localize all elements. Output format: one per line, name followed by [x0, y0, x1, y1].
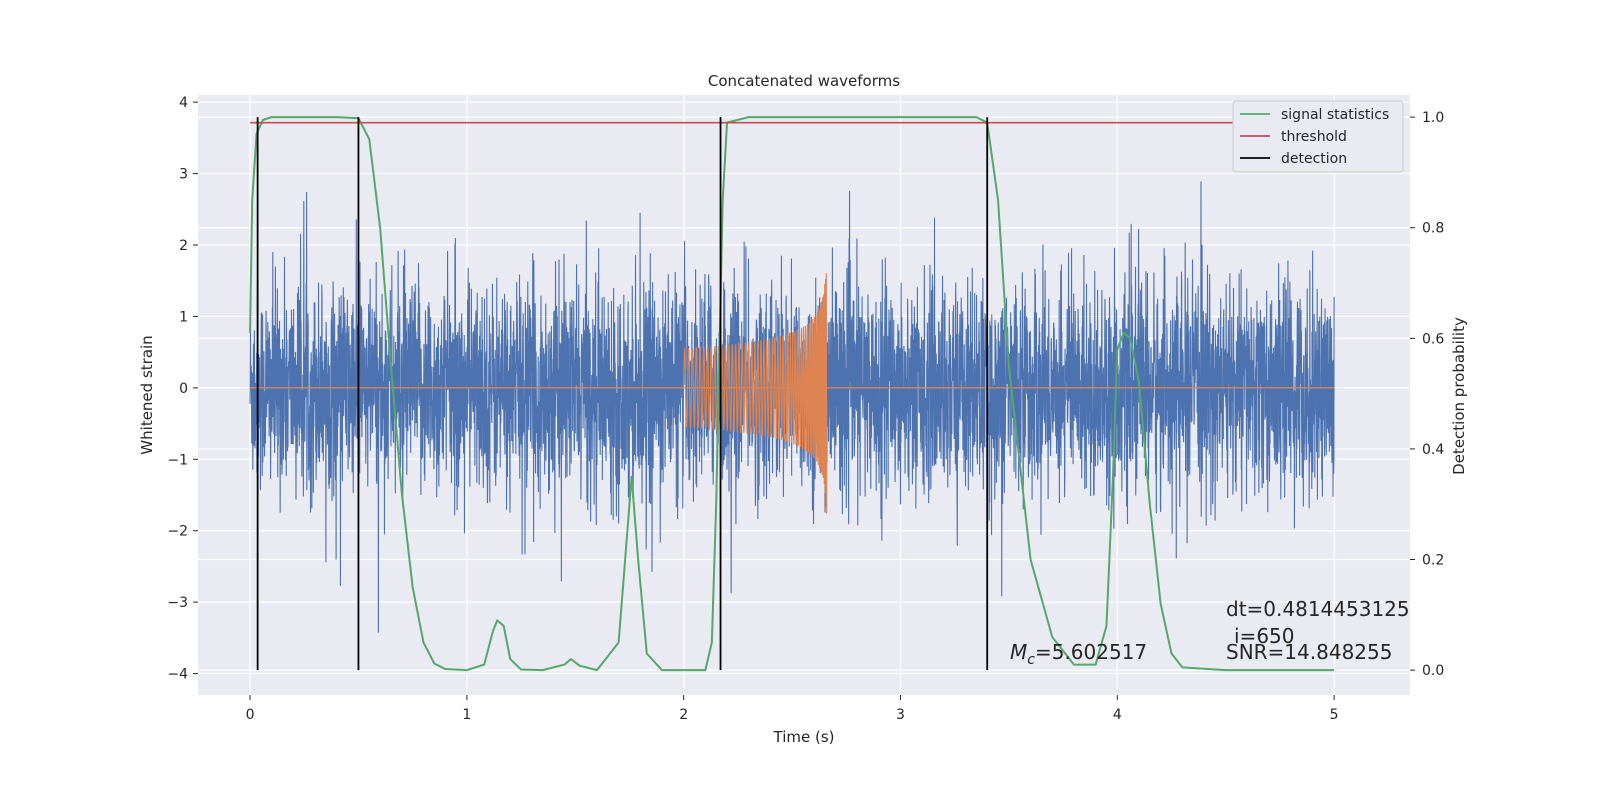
signal-statistics-line — [249, 116, 1335, 672]
x-tick-label-4: 4 — [1113, 707, 1122, 723]
legend-frame — [1232, 100, 1404, 173]
y-left-tick-label-6: 2 — [179, 238, 188, 254]
y-axis-label-right: Detection probability — [1450, 317, 1468, 475]
legend-label-signal-statistics: signal statistics — [1281, 107, 1389, 123]
y-left-tick-label-3: −1 — [167, 452, 188, 468]
signal-statistics-series — [249, 116, 1335, 672]
y-right-tick-label-2: 0.4 — [1422, 442, 1444, 458]
detection-series — [256, 117, 989, 671]
y-right-tick-label-3: 0.6 — [1422, 331, 1444, 347]
y-right-tick-label-0: 0.0 — [1422, 663, 1444, 679]
x-tick-label-2: 2 — [679, 707, 688, 723]
y-right-tick-label-1: 0.2 — [1422, 553, 1444, 569]
x-tick-label-3: 3 — [896, 707, 905, 723]
y-left-tick-label-1: −3 — [167, 595, 188, 611]
ticks: 0 1 2 3 4 5 −4 −3 −2 −1 0 1 2 3 4 0.0 0.2 0.4 0.6 0.8 1.0 — [167, 95, 1444, 723]
y-left-tick-label-7: 3 — [179, 167, 188, 183]
y-left-tick-label-2: −2 — [167, 524, 188, 540]
annotation-i: i=650 — [1234, 624, 1295, 648]
y-left-tick-label-8: 4 — [179, 95, 188, 111]
legend-label-detection: detection — [1281, 151, 1347, 167]
x-tick-label-5: 5 — [1330, 707, 1339, 723]
y-right-tick-label-5: 1.0 — [1422, 110, 1444, 126]
y-left-tick-label-5: 1 — [179, 309, 188, 325]
legend: signal statistics threshold detection — [1232, 100, 1404, 173]
y-right-tick-label-4: 0.8 — [1422, 221, 1444, 237]
annotation-mc: Mc=5.602517 — [1010, 640, 1147, 668]
chart-title: Concatenated waveforms — [708, 72, 900, 90]
x-axis-label: Time (s) — [773, 728, 835, 746]
y-left-tick-label-4: 0 — [179, 381, 188, 397]
template-chirp — [683, 273, 828, 514]
y-left-tick-label-0: −4 — [167, 667, 188, 683]
annotation-snr: SNR=14.848255 — [1226, 640, 1392, 664]
signal-template-series — [250, 273, 1335, 514]
y-axis-label-left: Whitened strain — [138, 335, 156, 454]
annotation-dt: dt=0.4814453125 — [1226, 597, 1410, 621]
x-tick-label-1: 1 — [462, 707, 471, 723]
x-tick-label-0: 0 — [246, 707, 255, 723]
legend-label-threshold: threshold — [1281, 129, 1347, 145]
